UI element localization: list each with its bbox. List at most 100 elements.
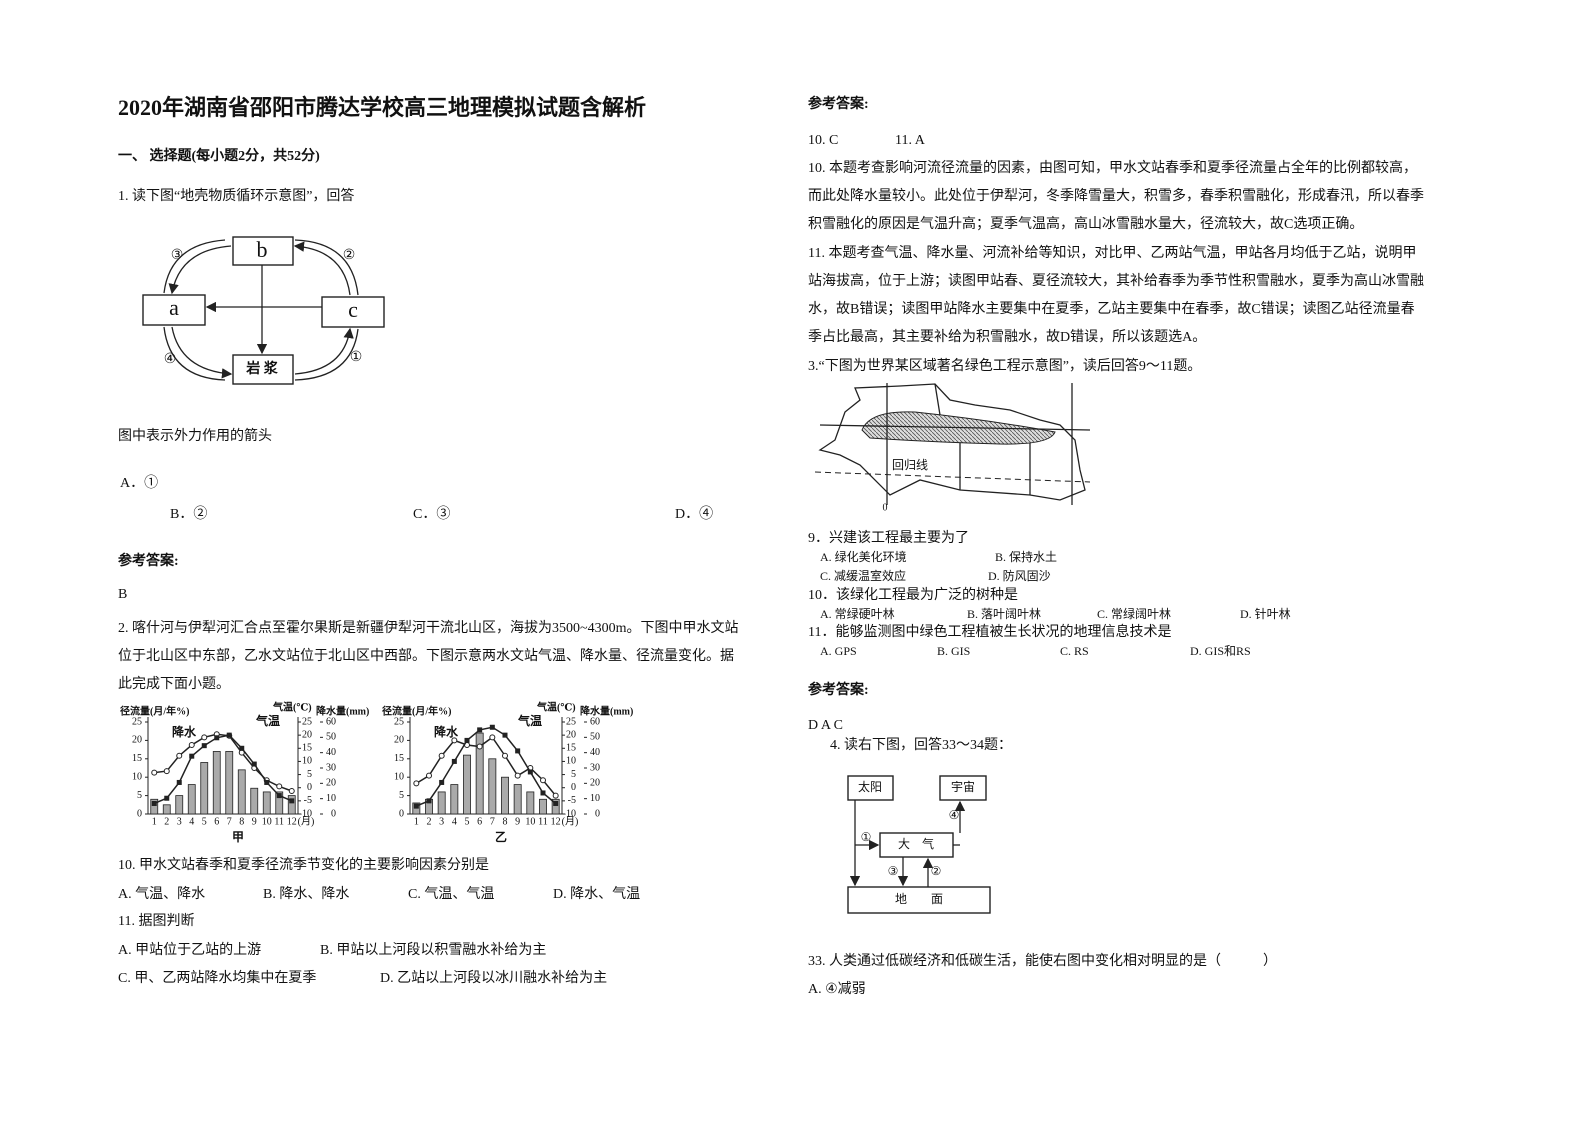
question-stem: 1. 读下图“地壳物质循环示意图”，回答	[118, 187, 354, 204]
bar	[262, 791, 271, 815]
point	[540, 790, 546, 796]
y3-tick-label: 20	[326, 778, 336, 789]
diagram-node: 宇宙	[951, 779, 975, 794]
point	[214, 735, 220, 741]
option: D. 防风固沙	[988, 568, 1051, 583]
x-tick-label: 4	[189, 816, 194, 827]
bar	[237, 769, 246, 815]
option: B. 降水、降水	[263, 886, 349, 902]
question-stem: 11. 据图判断	[118, 913, 194, 929]
explanation: 而此处降水量较小。此处位于伊犁河，冬季降雪量大，积雪多，春季积雪融化，形成春汛，…	[808, 187, 1424, 204]
y3-tick-label: 60	[326, 716, 336, 727]
bar	[200, 762, 209, 815]
bar	[450, 784, 459, 815]
bar	[212, 751, 221, 815]
line-series	[415, 736, 557, 797]
bar	[488, 758, 497, 815]
x-tick-label: 4	[452, 816, 457, 827]
y3-tick-label: 20	[590, 778, 600, 789]
point	[151, 769, 158, 776]
question-stem: 2. 喀什河与伊犁河汇合点至霍尔果斯是新疆伊犁河干流北山区，海拔为3500~43…	[118, 620, 738, 636]
x-tick-label: 2	[164, 816, 169, 827]
x-tick-label: 6	[214, 816, 219, 827]
explanation: 10. 本题考查影响河流径流量的因素，由图可知，甲水文站春季和夏季径流量占全年的…	[808, 159, 1417, 176]
bar	[437, 791, 446, 815]
answer: 11. A	[895, 133, 926, 148]
y2-tick-label: 0	[571, 782, 576, 793]
bar	[175, 795, 184, 815]
y-tick-label: 25	[394, 716, 404, 727]
y-tick-label: 10	[394, 771, 404, 782]
option: A. GPS	[820, 644, 857, 658]
map-label: 0	[883, 502, 888, 513]
bar	[287, 795, 296, 815]
bar	[150, 798, 159, 815]
y-tick-label: 0	[137, 808, 142, 819]
axis-unit: (月)	[562, 815, 579, 827]
point	[515, 748, 521, 754]
option: C. RS	[1060, 644, 1089, 658]
point	[552, 792, 559, 799]
bar	[250, 787, 259, 815]
point	[176, 779, 182, 785]
y2-tick-label: 10	[566, 756, 576, 767]
question-stem: 9．兴建该工程最主要为了	[808, 530, 969, 546]
option: A. ④减弱	[808, 981, 866, 997]
y3-tick-label: 40	[590, 747, 600, 758]
answer-label: 参考答案:	[808, 95, 869, 112]
option: C. 常绿阔叶林	[1097, 606, 1171, 621]
arrow-label: ②	[931, 864, 942, 878]
answer: B	[118, 587, 127, 602]
diagram-node: 地 面	[895, 892, 943, 906]
question-stem: 10. 甲水文站春季和夏季径流季节变化的主要影响因素分别是	[118, 857, 489, 873]
y2-tick-label: -5	[304, 795, 312, 806]
axis-label: 径流量(月/年%)	[382, 704, 451, 717]
x-tick-label: 7	[490, 816, 495, 827]
green-project-map	[814, 383, 1091, 505]
y3-tick-label: 10	[590, 793, 600, 804]
y2-tick-label: 20	[302, 729, 312, 740]
option: D．④	[675, 506, 713, 522]
option: A. 气温、降水	[118, 886, 205, 902]
x-tick-label: 9	[515, 816, 520, 827]
x-tick-label: 8	[503, 816, 508, 827]
x-tick-label: 10	[262, 816, 272, 827]
question-stem: 位于北山区中东部，乙水文站位于北山区中西部。下图示意两水文站气温、降水量、径流量…	[118, 647, 734, 664]
question-stem: 3.“下图为世界某区域著名绿色工程示意图”，读后回答9～11题。	[808, 357, 1201, 374]
y2-tick-label: -10	[299, 808, 312, 819]
question-stem: 11．能够监测图中绿色工程植被生长状况的地理信息技术是	[808, 623, 1171, 640]
annotation: 降水	[172, 724, 197, 739]
x-tick-label: 6	[477, 816, 482, 827]
point	[527, 769, 533, 775]
point	[502, 752, 508, 759]
point	[151, 800, 157, 806]
axis-label: 降水量(mm)	[316, 704, 369, 717]
annotation: 气温	[517, 713, 542, 728]
explanation: 11. 本题考查气温、降水量、河流补给等知识，对比甲、乙两站气温，甲站各月均低于…	[808, 244, 1416, 261]
arrow-label: ①	[350, 350, 363, 365]
map-label: 回归线	[892, 458, 928, 472]
point	[413, 803, 419, 809]
point	[163, 768, 170, 775]
point	[189, 753, 195, 759]
x-tick-label: 7	[227, 816, 232, 827]
bar	[187, 784, 196, 815]
axis-label: 降水量(mm)	[580, 704, 633, 717]
y-tick-label: 10	[132, 771, 142, 782]
y2-tick-label: 20	[566, 729, 576, 740]
annotation: 降水	[434, 724, 459, 739]
rock-cycle-diagram	[142, 236, 385, 385]
y2-tick-label: 0	[307, 782, 312, 793]
point	[264, 779, 270, 785]
option: B. 甲站以上河段以积雪融水补给为主	[320, 942, 546, 958]
x-tick-label: 3	[177, 816, 182, 827]
option: D. GIS和RS	[1190, 644, 1251, 658]
option: D. 降水、气温	[553, 886, 640, 902]
bar	[162, 804, 171, 815]
bar	[475, 732, 484, 815]
point	[188, 742, 195, 748]
diagram-node: 太阳	[858, 779, 882, 794]
annotation: 气温	[255, 713, 280, 728]
option: C. 气温、气温	[408, 886, 494, 902]
